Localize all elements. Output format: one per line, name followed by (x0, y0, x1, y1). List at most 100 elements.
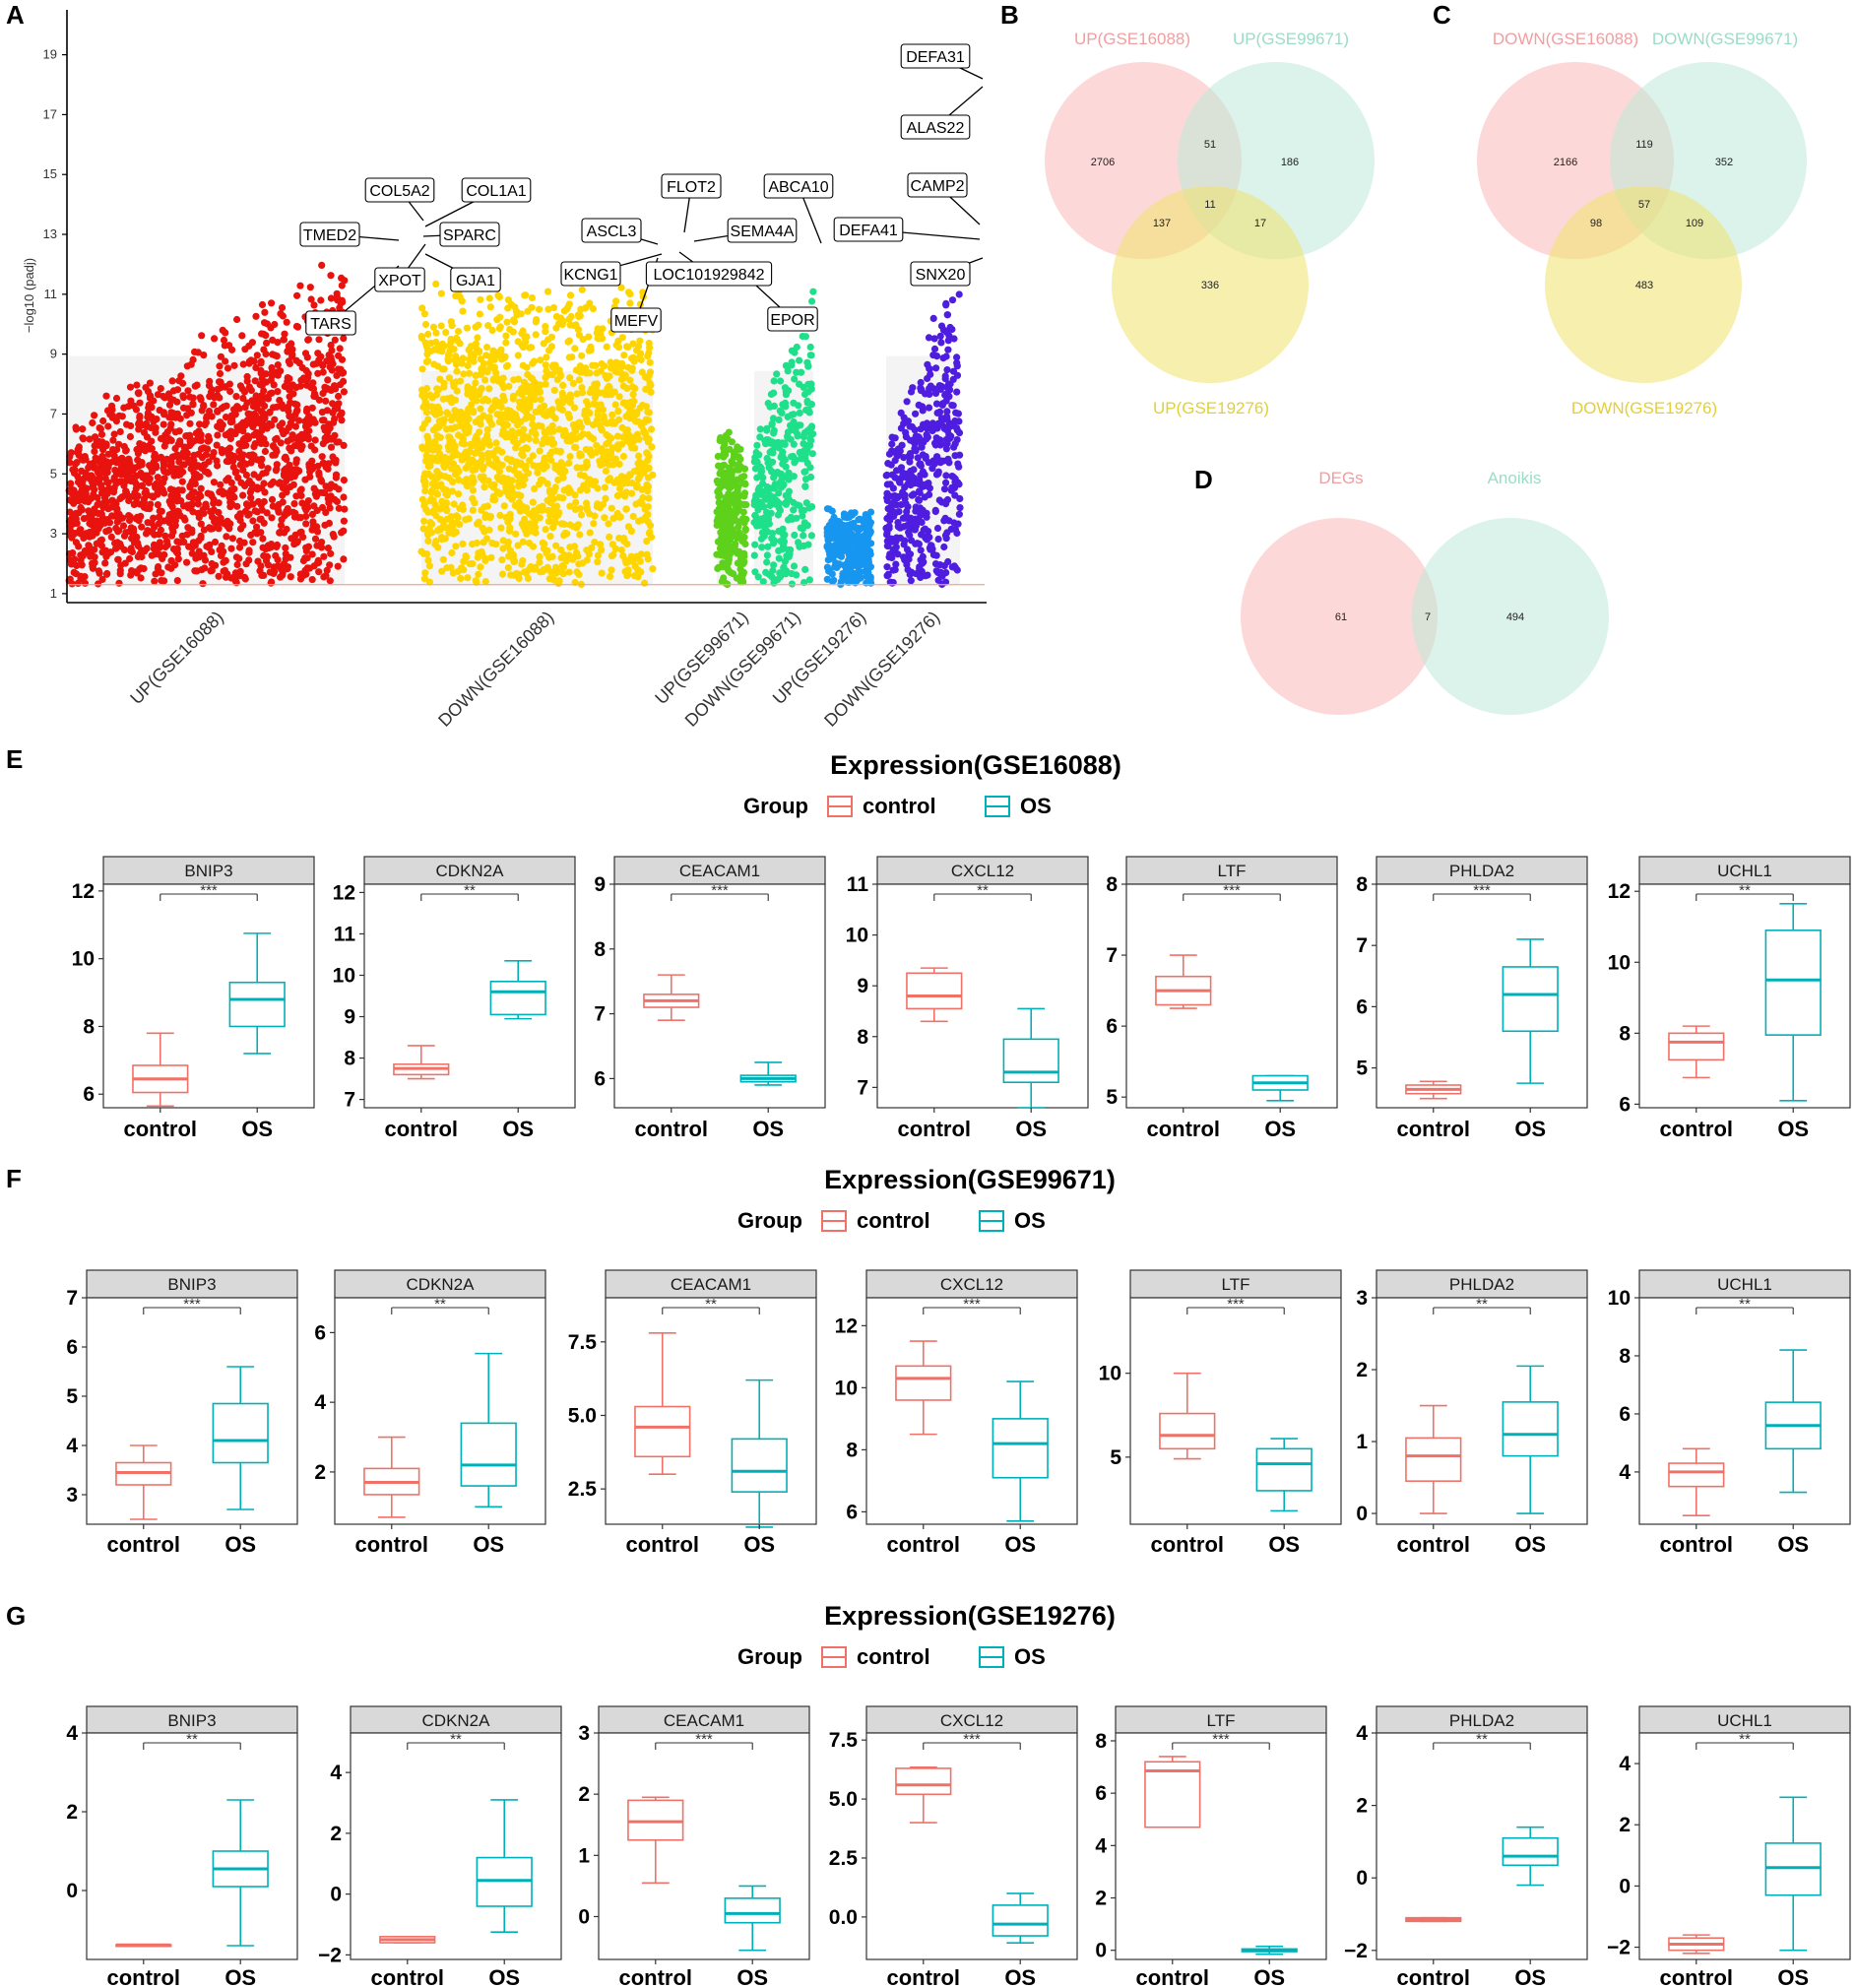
panel-a-point (934, 535, 942, 544)
panel-a-point (244, 479, 252, 486)
panel-a-point (612, 297, 620, 305)
panel-a-point (798, 455, 805, 463)
panel-a-point (583, 398, 591, 406)
panel-a-point (519, 452, 527, 460)
panel-a-point (784, 496, 792, 504)
panel-a-point (475, 321, 482, 329)
panel-a-point (288, 431, 296, 439)
panel-a-point (467, 343, 475, 351)
panel-a-point (66, 523, 74, 532)
panel-c-venn: DOWN(GSE16088) DOWN(GSE99671) DOWN(GSE19… (1477, 30, 1807, 417)
panel-a-point (66, 459, 74, 467)
panel-a-point (757, 469, 765, 477)
panel-a-point (606, 384, 613, 392)
panel-a-point (497, 524, 505, 532)
panel-a-gene-box (560, 261, 621, 287)
panel-a-point (900, 454, 908, 462)
facet-ytick-label: 7 (857, 1076, 868, 1099)
panel-a-point (540, 402, 548, 410)
panel-a-point (643, 538, 651, 545)
panel-a-point (93, 437, 100, 445)
panel-a-point (457, 415, 465, 422)
panel-a-point (908, 472, 916, 480)
panel-a-gene-label: GJA1 (456, 273, 495, 289)
panel-a-point (422, 399, 430, 408)
panel-a-point (301, 422, 310, 430)
panel-a-point (185, 492, 193, 501)
panel-a-point (930, 345, 939, 353)
legend-os-label: OS (1014, 1208, 1046, 1233)
panel-a-point (775, 489, 783, 497)
panel-a-point (108, 412, 116, 419)
panel-a-point (770, 402, 779, 410)
panel-a-point (319, 440, 327, 448)
panel-a-point (335, 400, 343, 408)
panel-a-point (310, 392, 318, 400)
panel-a-point (782, 391, 791, 399)
panel-a-point (769, 535, 777, 543)
panel-a-point (297, 430, 306, 438)
panel-a-point (619, 474, 627, 482)
panel-a-point (116, 570, 124, 578)
panel-a-point (83, 548, 91, 556)
panel-a-point (911, 445, 919, 453)
panel-a-point (949, 402, 957, 410)
panel-a-point (844, 561, 852, 569)
panel-a-point (953, 371, 962, 379)
panel-a-point (194, 551, 202, 559)
panel-a-point (542, 328, 549, 336)
panel-a-point (896, 479, 904, 486)
panel-a-point (547, 333, 556, 341)
panel-a-point (217, 481, 224, 488)
panel-a-point (215, 499, 223, 507)
panel-a-point (186, 419, 194, 427)
panel-a-point (825, 566, 834, 574)
facet-strip (1125, 856, 1338, 885)
panel-a-gene-box (305, 310, 356, 336)
panel-a-point (583, 407, 591, 416)
panel-a-point (495, 325, 503, 333)
facet-xtick-label: OS (473, 1532, 504, 1557)
panel-a-point (847, 573, 855, 581)
panel-a-point (926, 490, 933, 498)
panel-a-point (445, 474, 453, 481)
sig-stars: ** (1739, 882, 1751, 899)
panel-a-point (770, 575, 778, 583)
panel-a-point (775, 546, 783, 555)
panel-a-point (533, 464, 542, 472)
panel-a-point (186, 393, 194, 401)
legend-control-label: control (857, 1208, 930, 1233)
panel-a-point (311, 535, 320, 543)
panel-a-point (725, 556, 733, 564)
panel-a-point (132, 406, 141, 414)
panel-a-point (955, 481, 963, 488)
box-iqr (228, 981, 286, 1028)
panel-a-point (561, 529, 569, 538)
panel-a-point (642, 464, 650, 472)
facet-strip-label: BNIP3 (167, 1275, 216, 1294)
panel-a-point (633, 552, 641, 560)
panel-a-point (214, 408, 222, 416)
panel-a-point (808, 450, 816, 458)
panel-a-point (74, 479, 83, 486)
panel-a-point (304, 370, 312, 378)
panel-a-point (282, 544, 289, 552)
panel-a-point (510, 376, 518, 384)
panel-a-point (132, 484, 140, 492)
panel-a-point (724, 470, 732, 478)
panel-a-gene-label: ALAS22 (907, 120, 965, 137)
panel-a-point (117, 543, 125, 550)
panel-a-point (451, 471, 459, 479)
panel-a-point (639, 493, 647, 502)
panel-a-point (336, 381, 345, 389)
panel-a-point (449, 424, 457, 432)
panel-a-point (184, 387, 192, 395)
panel-a-point (934, 468, 942, 476)
facet-xtick-label: control (354, 1532, 428, 1557)
panel-a-point (230, 361, 238, 369)
panel-a-point (226, 498, 234, 506)
panel-a-point (444, 442, 452, 450)
panel-a-point (540, 465, 547, 473)
panel-a-point (504, 296, 513, 304)
panel-a-point (314, 462, 322, 471)
